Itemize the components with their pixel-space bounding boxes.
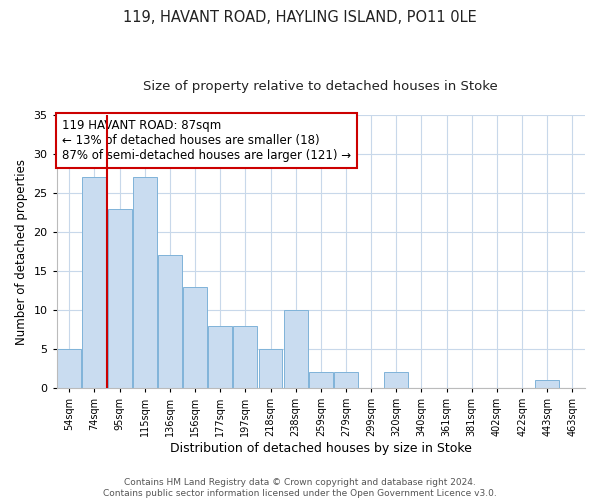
- Bar: [82, 178, 106, 388]
- Bar: [309, 372, 333, 388]
- Bar: [183, 286, 207, 388]
- Title: Size of property relative to detached houses in Stoke: Size of property relative to detached ho…: [143, 80, 498, 93]
- Bar: [334, 372, 358, 388]
- Text: 119, HAVANT ROAD, HAYLING ISLAND, PO11 0LE: 119, HAVANT ROAD, HAYLING ISLAND, PO11 0…: [123, 10, 477, 25]
- Bar: [158, 256, 182, 388]
- Bar: [133, 178, 157, 388]
- Text: 119 HAVANT ROAD: 87sqm
← 13% of detached houses are smaller (18)
87% of semi-det: 119 HAVANT ROAD: 87sqm ← 13% of detached…: [62, 119, 351, 162]
- Text: Contains HM Land Registry data © Crown copyright and database right 2024.
Contai: Contains HM Land Registry data © Crown c…: [103, 478, 497, 498]
- X-axis label: Distribution of detached houses by size in Stoke: Distribution of detached houses by size …: [170, 442, 472, 455]
- Bar: [58, 349, 81, 388]
- Bar: [385, 372, 408, 388]
- Bar: [259, 349, 283, 388]
- Bar: [535, 380, 559, 388]
- Bar: [208, 326, 232, 388]
- Bar: [107, 208, 131, 388]
- Bar: [284, 310, 308, 388]
- Bar: [233, 326, 257, 388]
- Y-axis label: Number of detached properties: Number of detached properties: [15, 158, 28, 344]
